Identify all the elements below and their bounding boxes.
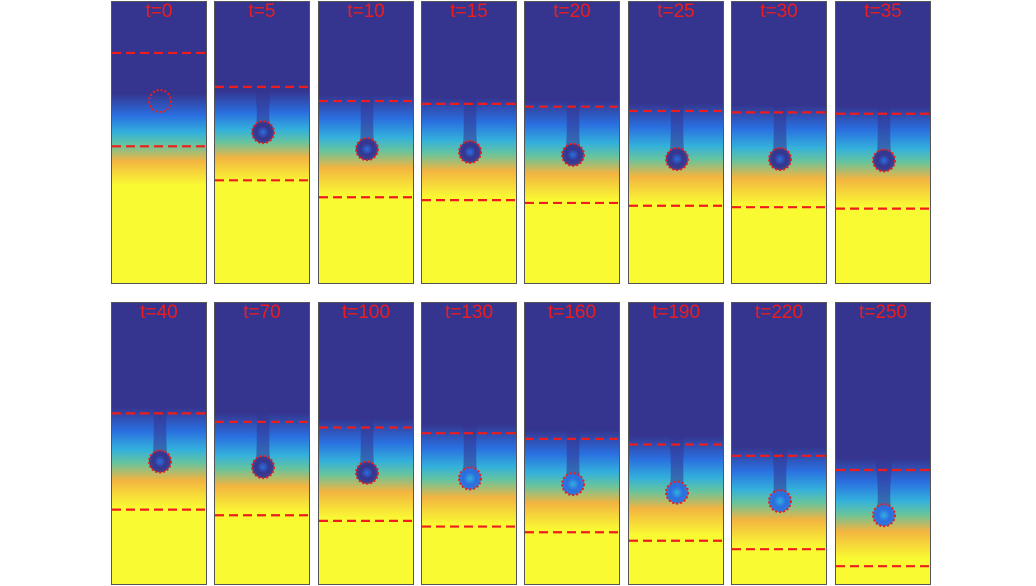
particle-outline — [458, 139, 482, 164]
time-label: t=20 — [553, 1, 591, 22]
time-label: t=35 — [864, 1, 902, 22]
particle-outline — [561, 472, 585, 497]
simulation-panel: t=5 — [214, 1, 310, 284]
concentration-field — [319, 303, 413, 584]
simulation-panel: t=130 — [421, 302, 517, 585]
concentration-field — [215, 2, 309, 283]
wake-plume — [564, 399, 582, 485]
field-background — [836, 303, 930, 584]
wake-plume — [254, 81, 272, 133]
particle-outline — [251, 455, 275, 480]
simulation-panel: t=35 — [835, 1, 931, 284]
time-label: t=15 — [450, 1, 488, 22]
particle-outline — [665, 480, 689, 505]
concentration-field — [422, 2, 516, 283]
time-label: t=100 — [341, 302, 391, 323]
time-label: t=10 — [347, 1, 385, 22]
time-label: t=5 — [248, 1, 276, 22]
time-label: t=190 — [651, 302, 701, 323]
particle-outline — [251, 120, 275, 145]
time-label: t=160 — [547, 302, 597, 323]
simulation-panel: t=10 — [318, 1, 414, 284]
time-label: t=250 — [858, 302, 908, 323]
concentration-field — [112, 2, 206, 283]
wake-plume — [358, 47, 376, 150]
simulation-panel: t=20 — [524, 1, 620, 284]
simulation-panel: t=190 — [628, 302, 724, 585]
time-label: t=30 — [760, 1, 798, 22]
concentration-field — [836, 303, 930, 584]
concentration-field — [629, 2, 723, 283]
concentration-field — [629, 303, 723, 584]
concentration-field — [112, 303, 206, 584]
time-label: t=40 — [140, 302, 178, 323]
time-label: t=220 — [754, 302, 804, 323]
wake-plume — [771, 433, 789, 502]
simulation-panel: t=250 — [835, 302, 931, 585]
concentration-field — [836, 2, 930, 283]
simulation-panel: t=100 — [318, 302, 414, 585]
wake-plume — [564, 27, 582, 155]
simulation-panel: t=70 — [214, 302, 310, 585]
particle-outline — [355, 460, 379, 485]
simulation-panel: t=40 — [111, 302, 207, 585]
simulation-panel: t=0 — [111, 1, 207, 284]
concentration-field — [732, 303, 826, 584]
concentration-field — [525, 2, 619, 283]
concentration-field — [319, 2, 413, 283]
concentration-field — [525, 303, 619, 584]
particle-outline — [665, 147, 689, 172]
particle-outline — [561, 142, 585, 167]
wake-plume — [875, 24, 893, 161]
wake-plume — [151, 325, 169, 462]
wake-plume — [668, 416, 686, 493]
particle-outline — [872, 148, 896, 173]
wake-plume — [461, 376, 479, 479]
field-background — [112, 2, 206, 283]
wake-plume — [461, 33, 479, 152]
time-label: t=25 — [657, 1, 695, 22]
simulation-panel: t=25 — [628, 1, 724, 284]
time-label: t=0 — [145, 1, 173, 22]
particle-outline — [148, 449, 172, 474]
concentration-field — [422, 303, 516, 584]
wake-plume — [771, 23, 789, 160]
particle-outline — [768, 147, 792, 172]
wake-plume — [358, 353, 376, 473]
simulation-panel: t=15 — [421, 1, 517, 284]
concentration-field — [215, 303, 309, 584]
simulation-panel: t=30 — [731, 1, 827, 284]
particle-outline — [355, 137, 379, 162]
wake-plume — [668, 23, 686, 160]
particle-outline — [148, 89, 172, 114]
time-label: t=70 — [243, 302, 281, 323]
concentration-field — [732, 2, 826, 283]
simulation-panel: t=220 — [731, 302, 827, 585]
time-label: t=130 — [444, 302, 494, 323]
wake-plume — [254, 339, 272, 468]
particle-outline — [872, 503, 896, 528]
simulation-panel: t=160 — [524, 302, 620, 585]
particle-outline — [458, 466, 482, 491]
particle-outline — [768, 489, 792, 514]
